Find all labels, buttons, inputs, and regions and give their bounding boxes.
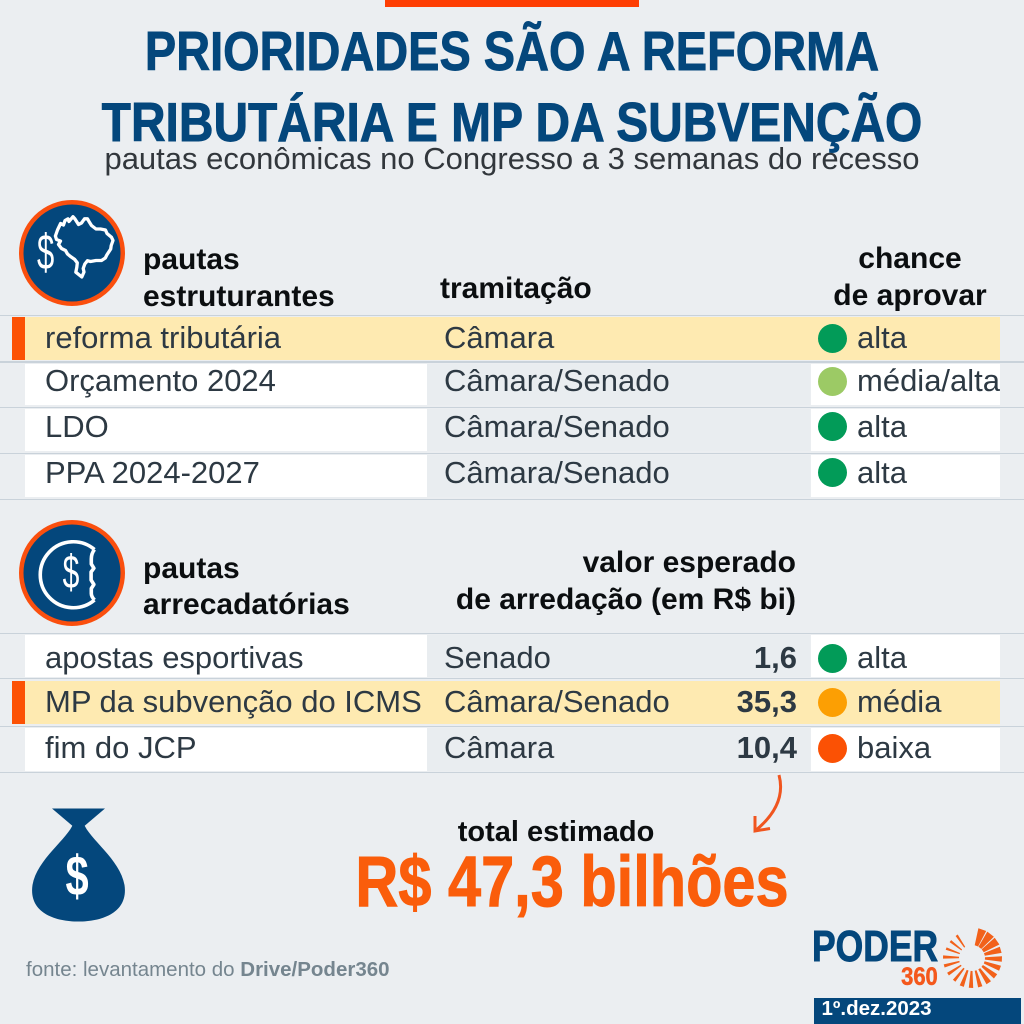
- svg-text:$: $: [66, 844, 89, 908]
- svg-text:$: $: [63, 546, 80, 598]
- svg-text:$: $: [37, 223, 54, 279]
